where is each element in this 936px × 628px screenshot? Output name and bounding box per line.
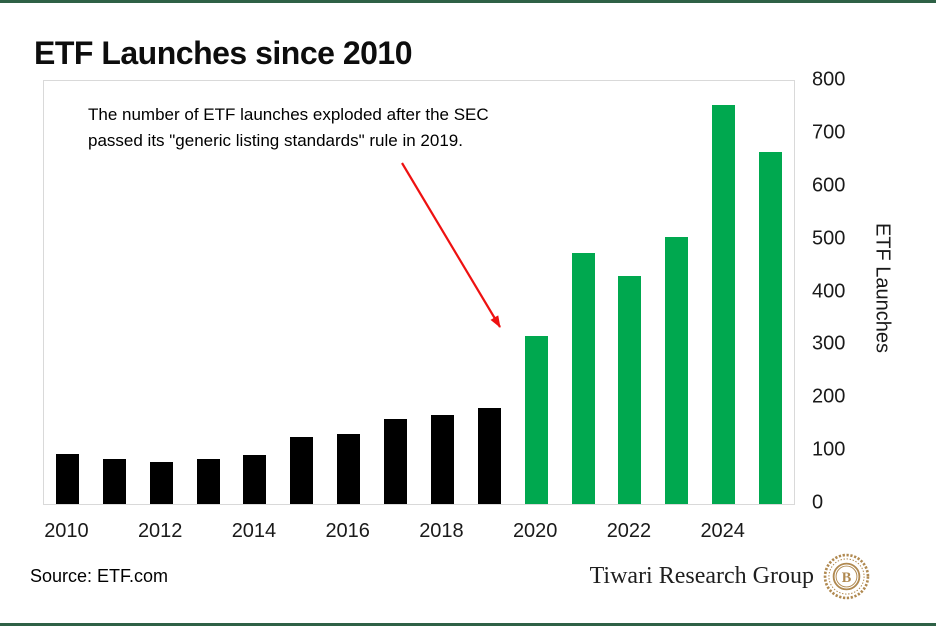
bar-2024 <box>712 104 736 504</box>
bar-slot-2011 <box>91 81 138 504</box>
bar-slot-2010 <box>44 81 91 504</box>
bar-slot-2017 <box>372 81 419 504</box>
bar-slot-2025 <box>747 81 794 504</box>
y-tick-600: 600 <box>812 174 846 197</box>
bar-2011 <box>102 459 126 504</box>
annotation-line-2: passed its "generic listing standards" r… <box>88 131 463 150</box>
bar-2010 <box>55 453 79 504</box>
x-tick-2018: 2018 <box>419 520 464 542</box>
y-axis-title: ETF Launches <box>871 222 894 354</box>
bar-slot-2019 <box>466 81 513 504</box>
bar-2022 <box>618 276 642 504</box>
x-tick-2022: 2022 <box>606 520 652 542</box>
brand-block: Tiwari Research Group B <box>520 550 870 602</box>
bar-slot-2013 <box>185 81 232 504</box>
x-tick-2014: 2014 <box>231 520 277 542</box>
bar-2025 <box>759 152 783 504</box>
bar-2012 <box>149 461 173 504</box>
bar-2013 <box>196 459 220 504</box>
bar-slot-2014 <box>232 81 279 504</box>
bar-2014 <box>243 455 267 504</box>
bars-container <box>44 81 794 504</box>
bar-slot-2020 <box>513 81 560 504</box>
y-tick-400: 400 <box>812 280 846 302</box>
y-tick-200: 200 <box>812 385 846 408</box>
y-tick-700: 700 <box>812 121 846 144</box>
x-axis-ticks: 2010 2012 2014 2016 2018 2020 2022 2024 <box>43 520 793 546</box>
annotation-line-1: The number of ETF launches exploded afte… <box>88 105 489 124</box>
y-tick-500: 500 <box>812 227 846 250</box>
seal-letter: B <box>842 569 852 585</box>
y-tick-100: 100 <box>812 438 846 461</box>
x-tick-2016: 2016 <box>325 520 370 542</box>
bar-slot-2018 <box>419 81 466 504</box>
top-border-line <box>0 0 936 3</box>
bar-2016 <box>337 433 361 504</box>
y-tick-300: 300 <box>812 332 846 355</box>
source-text: Source: ETF.com <box>30 566 169 586</box>
x-tick-2010: 2010 <box>44 520 89 542</box>
bar-2021 <box>571 252 595 504</box>
bar-slot-2015 <box>278 81 325 504</box>
bar-2020 <box>524 335 548 504</box>
brand-name: Tiwari Research Group <box>589 562 814 589</box>
bar-slot-2023 <box>653 81 700 504</box>
x-tick-2024: 2024 <box>700 520 745 542</box>
bar-slot-2012 <box>138 81 185 504</box>
plot-area <box>43 80 795 505</box>
bar-slot-2016 <box>325 81 372 504</box>
bar-2017 <box>384 419 408 504</box>
y-axis-ticks: 0 100 200 300 400 500 600 700 800 <box>812 69 872 514</box>
bar-slot-2022 <box>607 81 654 504</box>
bottom-border-line <box>0 623 936 626</box>
x-tick-2020: 2020 <box>512 520 558 542</box>
bar-slot-2021 <box>560 81 607 504</box>
bar-2019 <box>477 407 501 504</box>
bar-slot-2024 <box>700 81 747 504</box>
x-tick-2012: 2012 <box>137 520 183 542</box>
bar-2018 <box>430 415 454 504</box>
y-tick-0: 0 <box>812 491 824 514</box>
bar-2023 <box>665 236 689 504</box>
bar-2015 <box>290 437 314 504</box>
annotation-text: The number of ETF launches exploded afte… <box>88 102 489 154</box>
tiwari-seal-icon: B <box>823 553 870 599</box>
chart-title: ETF Launches since 2010 <box>34 35 413 72</box>
y-tick-800: 800 <box>812 68 846 91</box>
